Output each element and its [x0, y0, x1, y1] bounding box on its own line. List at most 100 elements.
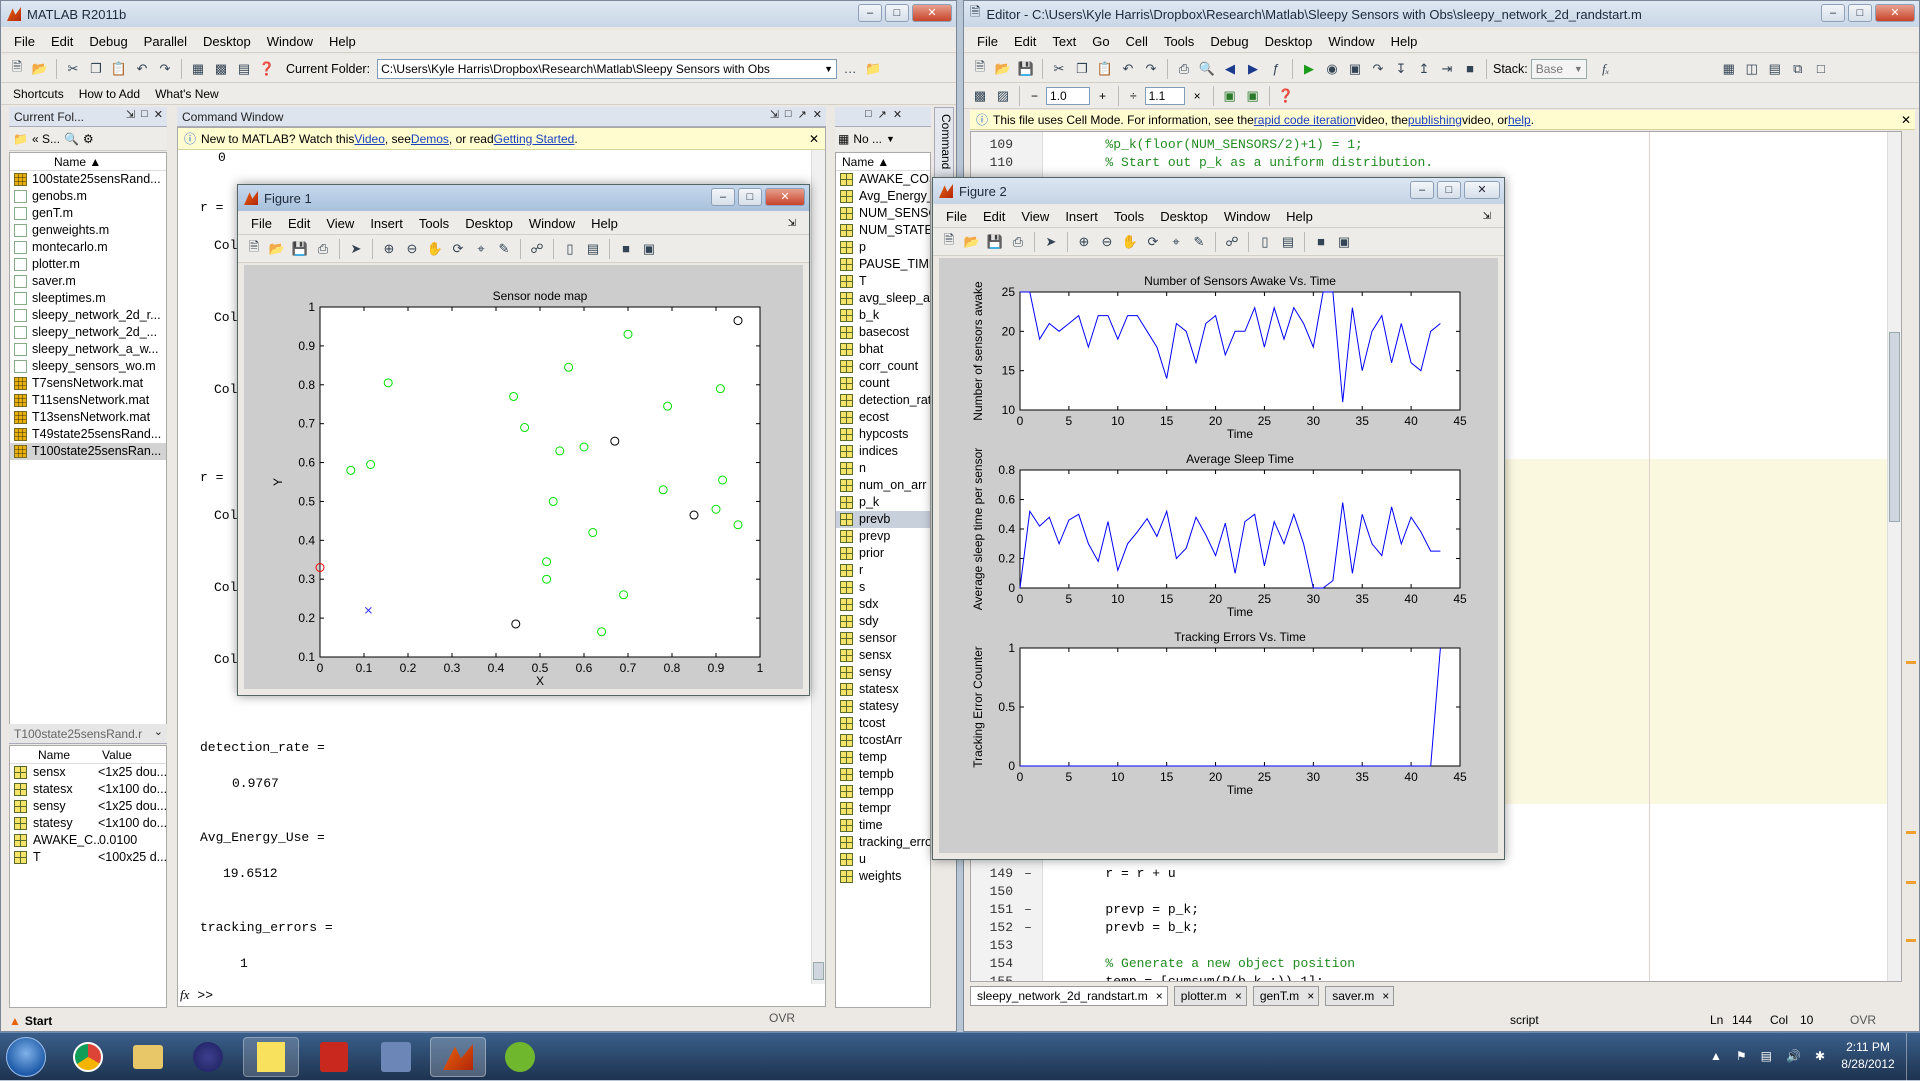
file-list-item[interactable]: sleepy_network_2d_r... [10, 307, 166, 324]
code-line[interactable]: 110 % Start out p_k as a uniform distrib… [971, 153, 1891, 171]
details-value-col[interactable]: Value [102, 746, 132, 763]
simulink-icon[interactable]: ▦ [188, 59, 208, 79]
minimize-button[interactable]: – [1821, 4, 1845, 22]
file-list-item[interactable]: genT.m [10, 205, 166, 222]
menu-view[interactable]: View [1014, 209, 1056, 224]
workspace-variable[interactable]: b_k [836, 307, 930, 324]
file-list-item[interactable]: 100state25sensRand... [10, 171, 166, 188]
close-tab-icon[interactable]: × [1307, 989, 1314, 1003]
workspace-variable[interactable]: tempr [836, 800, 930, 817]
menu-window[interactable]: Window [1321, 34, 1381, 49]
open-icon[interactable]: 📂 [993, 59, 1013, 79]
shortcuts-label[interactable]: Shortcuts [7, 87, 70, 101]
menu-debug[interactable]: Debug [82, 34, 134, 49]
increment-button[interactable]: + [1093, 89, 1112, 103]
workspace-variable[interactable]: sensx [836, 647, 930, 664]
code-line[interactable]: 152– prevb = b_k; [971, 918, 1891, 936]
link-plot-icon[interactable]: ☍ [1222, 232, 1242, 252]
menu-tools[interactable]: Tools [1107, 209, 1151, 224]
cut-icon[interactable]: ✂ [63, 59, 83, 79]
file-list-item[interactable]: sleepy_network_a_w... [10, 341, 166, 358]
workspace-variable[interactable]: count [836, 375, 930, 392]
workspace-variable[interactable]: sensy [836, 664, 930, 681]
eclipse-taskbar-icon[interactable] [180, 1037, 236, 1077]
brush-icon[interactable]: ✎ [1189, 232, 1209, 252]
scrollbar-thumb[interactable] [1889, 332, 1900, 522]
workspace-variable[interactable]: tempb [836, 766, 930, 783]
edit-plot-icon[interactable]: ➤ [1041, 232, 1061, 252]
bluetooth-icon[interactable]: ✱ [1815, 1049, 1825, 1063]
workspace-variable[interactable]: indices [836, 443, 930, 460]
minimize-button[interactable]: – [858, 4, 882, 22]
workspace-name-column-header[interactable]: Name ▲ [836, 153, 930, 171]
link-plot-icon[interactable]: ☍ [527, 239, 547, 259]
workspace-variable[interactable]: sdx [836, 596, 930, 613]
menu-edit[interactable]: Edit [976, 209, 1012, 224]
paste-icon[interactable]: 📋 [109, 59, 129, 79]
stack-select[interactable]: Base ▼ [1531, 59, 1587, 79]
publishing-link[interactable]: publishing [1408, 113, 1462, 127]
menu-desktop[interactable]: Desktop [458, 216, 520, 231]
fx-icon[interactable]: fx [180, 987, 189, 1003]
workspace-variable[interactable]: tracking_errors [836, 834, 930, 851]
command-window-scrollbar[interactable] [811, 150, 825, 984]
close-icon[interactable]: ✕ [809, 132, 819, 146]
code-line[interactable]: 153 [971, 936, 1891, 954]
colorbar-icon[interactable]: ▯ [1255, 232, 1275, 252]
open-icon[interactable]: 📂 [30, 59, 50, 79]
warning-marker[interactable] [1906, 939, 1916, 942]
hide-plot-tools-icon[interactable]: ■ [1311, 232, 1331, 252]
workspace-variable[interactable]: u [836, 851, 930, 868]
menu-desktop[interactable]: Desktop [196, 34, 258, 49]
legend-icon[interactable]: ▤ [583, 239, 603, 259]
workspace-variable[interactable]: n [836, 460, 930, 477]
menu-file[interactable]: File [970, 34, 1005, 49]
decrement-button[interactable]: − [1026, 89, 1043, 103]
warning-marker[interactable] [1906, 831, 1916, 834]
menu-desktop[interactable]: Desktop [1258, 34, 1320, 49]
print-icon[interactable]: ⎙ [1174, 59, 1194, 79]
action-center-icon[interactable]: ⚑ [1736, 1049, 1747, 1063]
close-icon[interactable]: ✕ [154, 108, 163, 121]
start-button[interactable]: ▲ Start [9, 1011, 67, 1031]
code-line[interactable]: 109 %p_k(floor(NUM_SENSORS/2)+1) = 1; [971, 135, 1891, 153]
file-list-item[interactable]: sleepy_sensors_wo.m [10, 358, 166, 375]
file-list-item[interactable]: T100state25sensRan... [10, 443, 166, 460]
workspace-variable[interactable]: PAUSE_TIME [836, 256, 930, 273]
file-list-item[interactable]: T7sensNetwork.mat [10, 375, 166, 392]
guide-icon[interactable]: ▩ [211, 59, 231, 79]
undo-icon[interactable]: ↶ [1118, 59, 1138, 79]
new-variable-icon[interactable]: ▦ [838, 132, 849, 146]
matlab-taskbar-icon[interactable] [430, 1037, 486, 1077]
editor-tab[interactable]: saver.m× [1325, 986, 1394, 1006]
exit-debug-icon[interactable]: ■ [1460, 59, 1480, 79]
workspace-variable[interactable]: detection_rate [836, 392, 930, 409]
undock-icon[interactable]: ⇲ [770, 108, 779, 121]
menu-window[interactable]: Window [260, 34, 320, 49]
save-icon[interactable]: 💾 [1016, 59, 1036, 79]
redo-icon[interactable]: ↷ [155, 59, 175, 79]
help-link[interactable]: help [1508, 113, 1531, 127]
undock-icon[interactable]: ⇲ [126, 108, 135, 121]
menu-view[interactable]: View [319, 216, 361, 231]
details-row[interactable]: T<100x25 d... [10, 849, 166, 866]
profiler-icon[interactable]: ▤ [234, 59, 254, 79]
code-line[interactable]: 155– temp = [cumsum(P(b_k,:)) 1]; [971, 972, 1891, 982]
close-button[interactable]: ✕ [912, 4, 952, 22]
close-icon[interactable]: ✕ [813, 108, 822, 121]
close-tab-icon[interactable]: × [1235, 989, 1242, 1003]
new-file-icon[interactable]: 🗎 [7, 59, 27, 79]
step-in-icon[interactable]: ↧ [1391, 59, 1411, 79]
details-name-col[interactable]: Name [10, 746, 102, 763]
dock-figure-icon[interactable]: ⇲ [781, 218, 803, 229]
edit-plot-icon[interactable]: ➤ [346, 239, 366, 259]
editor-tab[interactable]: sleepy_network_2d_randstart.m× [970, 986, 1168, 1006]
zoom-in-icon[interactable]: ⊕ [379, 239, 399, 259]
close-button[interactable]: ✕ [1464, 181, 1500, 199]
save-icon[interactable]: 💾 [290, 239, 310, 259]
save-icon[interactable]: 💾 [985, 232, 1005, 252]
search-icon[interactable]: 🔍 [64, 132, 79, 146]
file-list-item[interactable]: plotter.m [10, 256, 166, 273]
command-prompt-row[interactable]: fx >> [178, 984, 825, 1006]
